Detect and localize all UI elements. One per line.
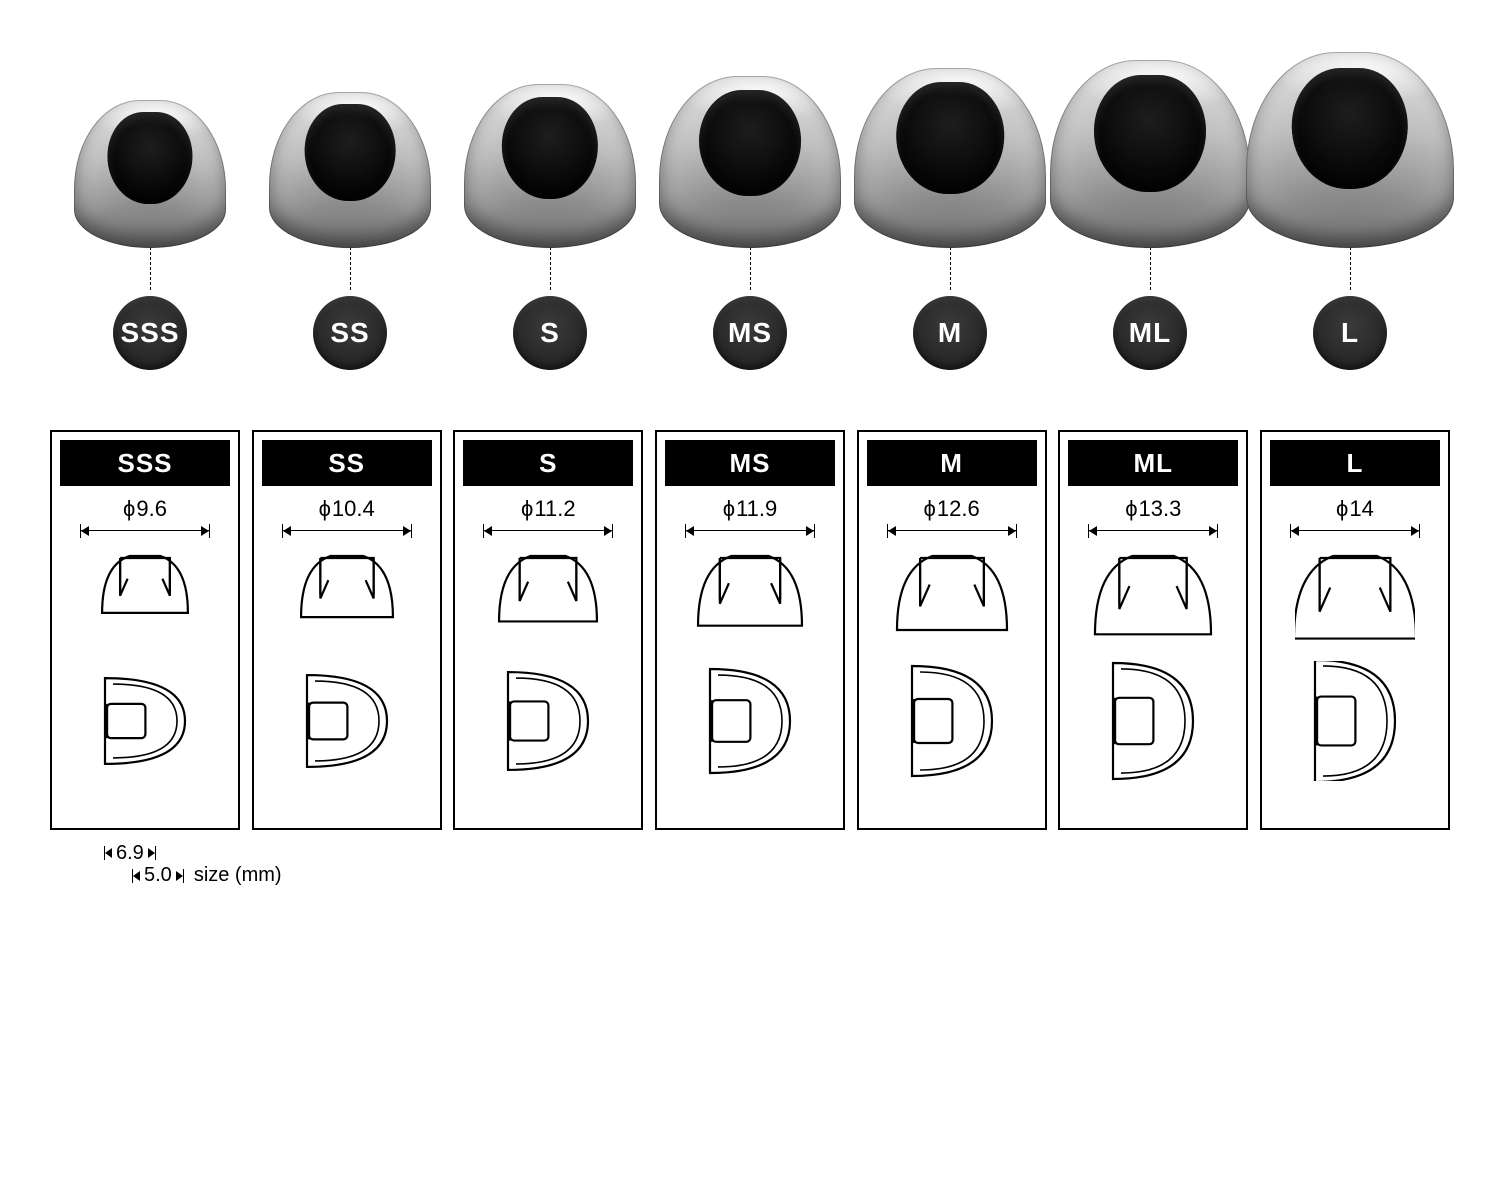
- eartip-column: SSS: [50, 100, 250, 370]
- diameter-value: 11.2: [534, 496, 575, 522]
- phi-icon: ϕ: [319, 496, 331, 522]
- eartip-render-row: SSS SS S MS M ML L: [50, 30, 1450, 370]
- spec-card: S ϕ 11.2: [453, 430, 643, 830]
- size-badge: S: [513, 296, 587, 370]
- legend-inner-value: 5.0: [140, 864, 176, 887]
- diameter-label: ϕ 10.4: [319, 496, 375, 522]
- leader-line: [1350, 242, 1351, 290]
- front-outline-icon: [892, 552, 1012, 642]
- phi-icon: ϕ: [521, 496, 533, 522]
- front-outline-icon: [85, 552, 205, 642]
- spec-card: SS ϕ 10.4: [252, 430, 442, 830]
- eartip-render: [1050, 60, 1250, 248]
- front-outline-icon: [488, 552, 608, 642]
- side-outline-icon: [1295, 661, 1415, 781]
- diameter-value: 9.6: [136, 496, 167, 522]
- phi-icon: ϕ: [1125, 496, 1137, 522]
- diameter-value: 10.4: [332, 496, 375, 522]
- side-outline-icon: [85, 661, 205, 781]
- diameter-value: 13.3: [1139, 496, 1182, 522]
- side-outline-icon: [1093, 661, 1213, 781]
- size-badge: MS: [713, 296, 787, 370]
- diameter-label: ϕ 12.6: [924, 496, 980, 522]
- spec-card-header: SS: [262, 440, 432, 486]
- eartip-render: [854, 68, 1046, 248]
- legend-unit-label: size (mm): [194, 864, 282, 887]
- spec-card: ML ϕ 13.3: [1058, 430, 1248, 830]
- phi-icon: ϕ: [123, 496, 135, 522]
- front-outline-icon: [690, 552, 810, 642]
- side-outline-icon: [690, 661, 810, 781]
- diameter-value: 11.9: [736, 496, 777, 522]
- eartip-render: [269, 92, 431, 248]
- spec-card: M ϕ 12.6: [857, 430, 1047, 830]
- leader-line: [350, 242, 351, 290]
- side-outline-icon: [488, 661, 608, 781]
- dimension-line: [887, 524, 1017, 538]
- eartip-column: ML: [1050, 60, 1250, 370]
- dimension-line: [282, 524, 412, 538]
- spec-card-header: M: [867, 440, 1037, 486]
- size-badge: SSS: [113, 296, 187, 370]
- diameter-label: ϕ 11.9: [723, 496, 778, 522]
- leader-line: [1150, 242, 1151, 290]
- dimension-line: [1088, 524, 1218, 538]
- dimension-line: [483, 524, 613, 538]
- eartip-render: [1246, 52, 1454, 248]
- front-outline-icon: [287, 552, 407, 642]
- front-outline-icon: [1093, 552, 1213, 642]
- eartip-render: [659, 76, 841, 248]
- diameter-label: ϕ 14: [1336, 496, 1374, 522]
- spec-card-header: S: [463, 440, 633, 486]
- eartip-column: MS: [650, 76, 850, 370]
- eartip-render: [74, 100, 226, 248]
- diameter-value: 14: [1349, 496, 1373, 522]
- diameter-label: ϕ 9.6: [123, 496, 167, 522]
- eartip-column: SS: [250, 92, 450, 370]
- size-badge: M: [913, 296, 987, 370]
- leader-line: [750, 242, 751, 290]
- leader-line: [950, 242, 951, 290]
- dimension-legend: 6.9 5.0 size (mm): [104, 844, 1450, 887]
- spec-card-row: SSS ϕ 9.6 SS ϕ 10.4: [50, 430, 1450, 830]
- spec-card: SSS ϕ 9.6: [50, 430, 240, 830]
- dimension-line: [1290, 524, 1420, 538]
- leader-line: [550, 242, 551, 290]
- spec-card: L ϕ 14: [1260, 430, 1450, 830]
- diameter-label: ϕ 11.2: [521, 496, 576, 522]
- spec-card-header: ML: [1068, 440, 1238, 486]
- dimension-line: [80, 524, 210, 538]
- eartip-column: S: [450, 84, 650, 370]
- leader-line: [150, 242, 151, 290]
- eartip-column: L: [1250, 52, 1450, 370]
- spec-card-header: MS: [665, 440, 835, 486]
- eartip-render: [464, 84, 636, 248]
- eartip-column: M: [850, 68, 1050, 370]
- diameter-label: ϕ 13.3: [1125, 496, 1181, 522]
- size-badge: SS: [313, 296, 387, 370]
- legend-inner-dim: 5.0: [132, 867, 184, 885]
- diameter-value: 12.6: [937, 496, 980, 522]
- phi-icon: ϕ: [924, 496, 936, 522]
- phi-icon: ϕ: [723, 496, 735, 522]
- side-outline-icon: [287, 661, 407, 781]
- spec-card-header: L: [1270, 440, 1440, 486]
- phi-icon: ϕ: [1336, 496, 1348, 522]
- size-badge: ML: [1113, 296, 1187, 370]
- dimension-line: [685, 524, 815, 538]
- page: SSS SS S MS M ML L SSS: [0, 0, 1500, 1195]
- legend-outer-value: 6.9: [112, 842, 148, 865]
- size-badge: L: [1313, 296, 1387, 370]
- legend-outer-dim: 6.9: [104, 844, 156, 862]
- front-outline-icon: [1295, 552, 1415, 642]
- side-outline-icon: [892, 661, 1012, 781]
- spec-card-header: SSS: [60, 440, 230, 486]
- spec-card: MS ϕ 11.9: [655, 430, 845, 830]
